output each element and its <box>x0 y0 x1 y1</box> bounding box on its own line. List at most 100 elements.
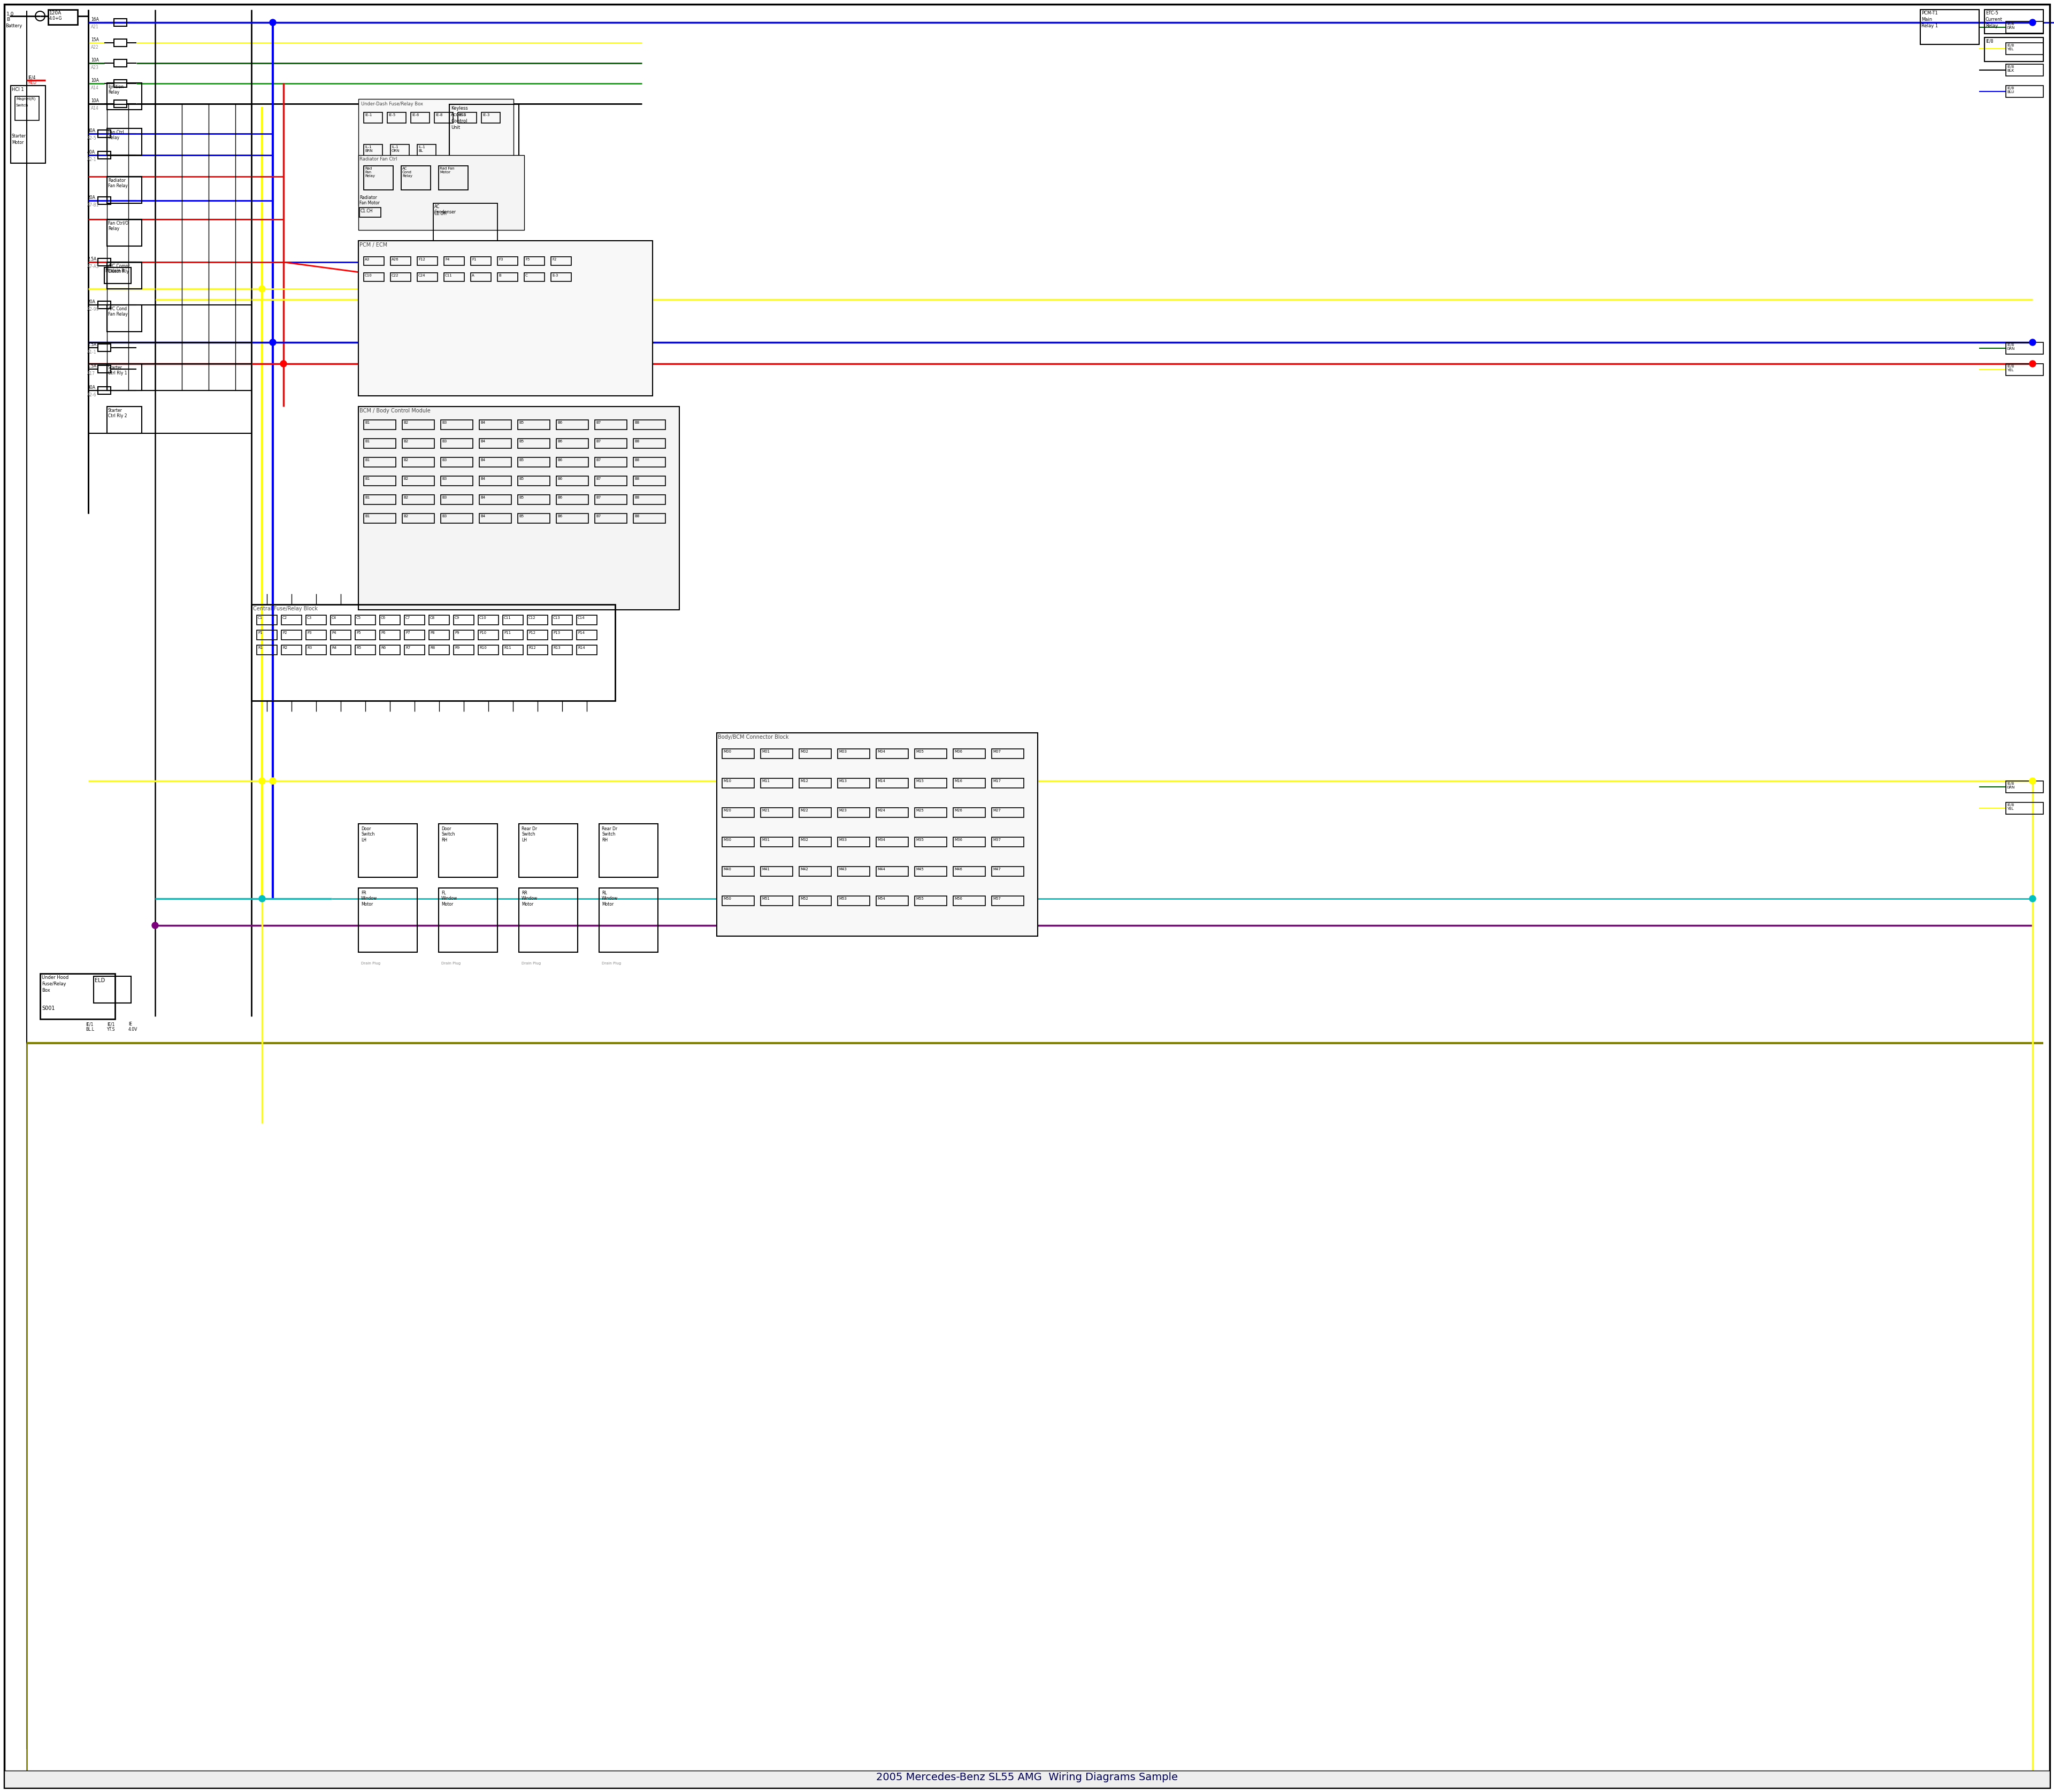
Text: A22: A22 <box>90 45 99 50</box>
Text: R1: R1 <box>259 647 263 649</box>
Text: Switch: Switch <box>16 104 29 108</box>
Bar <box>479 457 511 468</box>
Bar <box>953 867 986 876</box>
Text: C6: C6 <box>380 616 386 620</box>
Bar <box>914 896 947 905</box>
Bar <box>577 645 598 654</box>
Bar <box>633 477 665 486</box>
Bar <box>442 477 472 486</box>
Bar <box>388 113 407 124</box>
Text: IE/1
YT.S: IE/1 YT.S <box>107 1021 115 1032</box>
Text: M42: M42 <box>801 867 807 871</box>
Text: R8: R8 <box>429 647 435 649</box>
Text: M16: M16 <box>955 780 961 783</box>
Bar <box>331 645 351 654</box>
Text: R13: R13 <box>553 647 561 649</box>
Circle shape <box>2029 20 2036 25</box>
Bar <box>429 645 450 654</box>
Bar <box>113 18 127 27</box>
Bar <box>528 615 548 625</box>
Bar <box>553 631 573 640</box>
Text: M00: M00 <box>723 751 731 753</box>
Text: B4: B4 <box>481 496 485 500</box>
Text: 16A: 16A <box>90 18 99 22</box>
Bar <box>380 645 401 654</box>
Bar <box>877 749 908 758</box>
Text: B4: B4 <box>481 459 485 462</box>
Text: Drain Plug: Drain Plug <box>522 962 540 966</box>
Bar <box>877 896 908 905</box>
Text: M40: M40 <box>723 867 731 871</box>
Text: B6: B6 <box>557 477 563 480</box>
Bar <box>953 896 986 905</box>
Text: M11: M11 <box>762 780 770 783</box>
Text: 2.5A: 2.5A <box>86 256 97 262</box>
Text: M30: M30 <box>723 839 731 842</box>
Bar <box>723 837 754 848</box>
Text: A7-A5: A7-A5 <box>86 263 99 269</box>
Text: 30A: 30A <box>86 385 94 391</box>
Bar <box>331 631 351 640</box>
Text: Radiator Fan Ctrl: Radiator Fan Ctrl <box>359 156 396 161</box>
Text: M53: M53 <box>838 898 846 900</box>
Bar <box>633 514 665 523</box>
Text: B: B <box>6 18 10 22</box>
Text: P4: P4 <box>331 631 337 634</box>
Bar <box>799 896 832 905</box>
Bar <box>600 824 657 878</box>
Text: B8: B8 <box>635 477 639 480</box>
Text: Fan Ctrl
Relay: Fan Ctrl Relay <box>109 131 123 140</box>
Text: B6: B6 <box>557 421 563 425</box>
Bar <box>94 977 131 1004</box>
Bar <box>107 129 142 156</box>
Bar <box>760 867 793 876</box>
Bar <box>470 272 491 281</box>
Text: A2-99: A2-99 <box>86 306 99 312</box>
Text: M25: M25 <box>916 808 924 812</box>
Text: M45: M45 <box>916 867 924 871</box>
Bar <box>380 631 401 640</box>
Text: B3: B3 <box>442 477 448 480</box>
Bar <box>364 272 384 281</box>
Bar <box>364 439 396 448</box>
Bar <box>596 457 626 468</box>
Bar <box>877 867 908 876</box>
Bar <box>113 79 127 88</box>
Text: P10: P10 <box>479 631 487 634</box>
Text: P3: P3 <box>306 631 312 634</box>
Text: M10: M10 <box>723 780 731 783</box>
Text: 10A: 10A <box>90 99 99 104</box>
Text: P11: P11 <box>503 631 511 634</box>
Text: R5: R5 <box>355 647 362 649</box>
Text: R11: R11 <box>503 647 511 649</box>
Bar <box>403 477 433 486</box>
Bar <box>364 419 396 430</box>
Bar <box>357 156 524 229</box>
Bar <box>364 256 384 265</box>
Bar <box>553 615 573 625</box>
Bar <box>10 86 45 163</box>
Text: IL-1
ORN: IL-1 ORN <box>392 145 401 152</box>
Bar <box>799 778 832 788</box>
Text: B6: B6 <box>557 459 563 462</box>
Bar <box>1920 9 1980 45</box>
Bar <box>444 272 464 281</box>
Circle shape <box>269 339 275 346</box>
Bar <box>723 749 754 758</box>
Text: M06: M06 <box>955 751 961 753</box>
Text: M27: M27 <box>992 808 1000 812</box>
Bar <box>914 837 947 848</box>
Text: A: A <box>472 274 474 278</box>
Text: C11: C11 <box>503 616 511 620</box>
Text: B8: B8 <box>635 439 639 443</box>
Text: R10: R10 <box>479 647 487 649</box>
Bar <box>355 615 376 625</box>
Bar <box>99 387 111 394</box>
Text: R12: R12 <box>528 647 536 649</box>
Bar <box>113 59 127 66</box>
Text: F5: F5 <box>526 258 530 262</box>
Text: M35: M35 <box>916 839 924 842</box>
Text: Current: Current <box>1986 18 2003 22</box>
Bar <box>838 896 869 905</box>
Text: Door
Switch
RH: Door Switch RH <box>442 826 454 842</box>
